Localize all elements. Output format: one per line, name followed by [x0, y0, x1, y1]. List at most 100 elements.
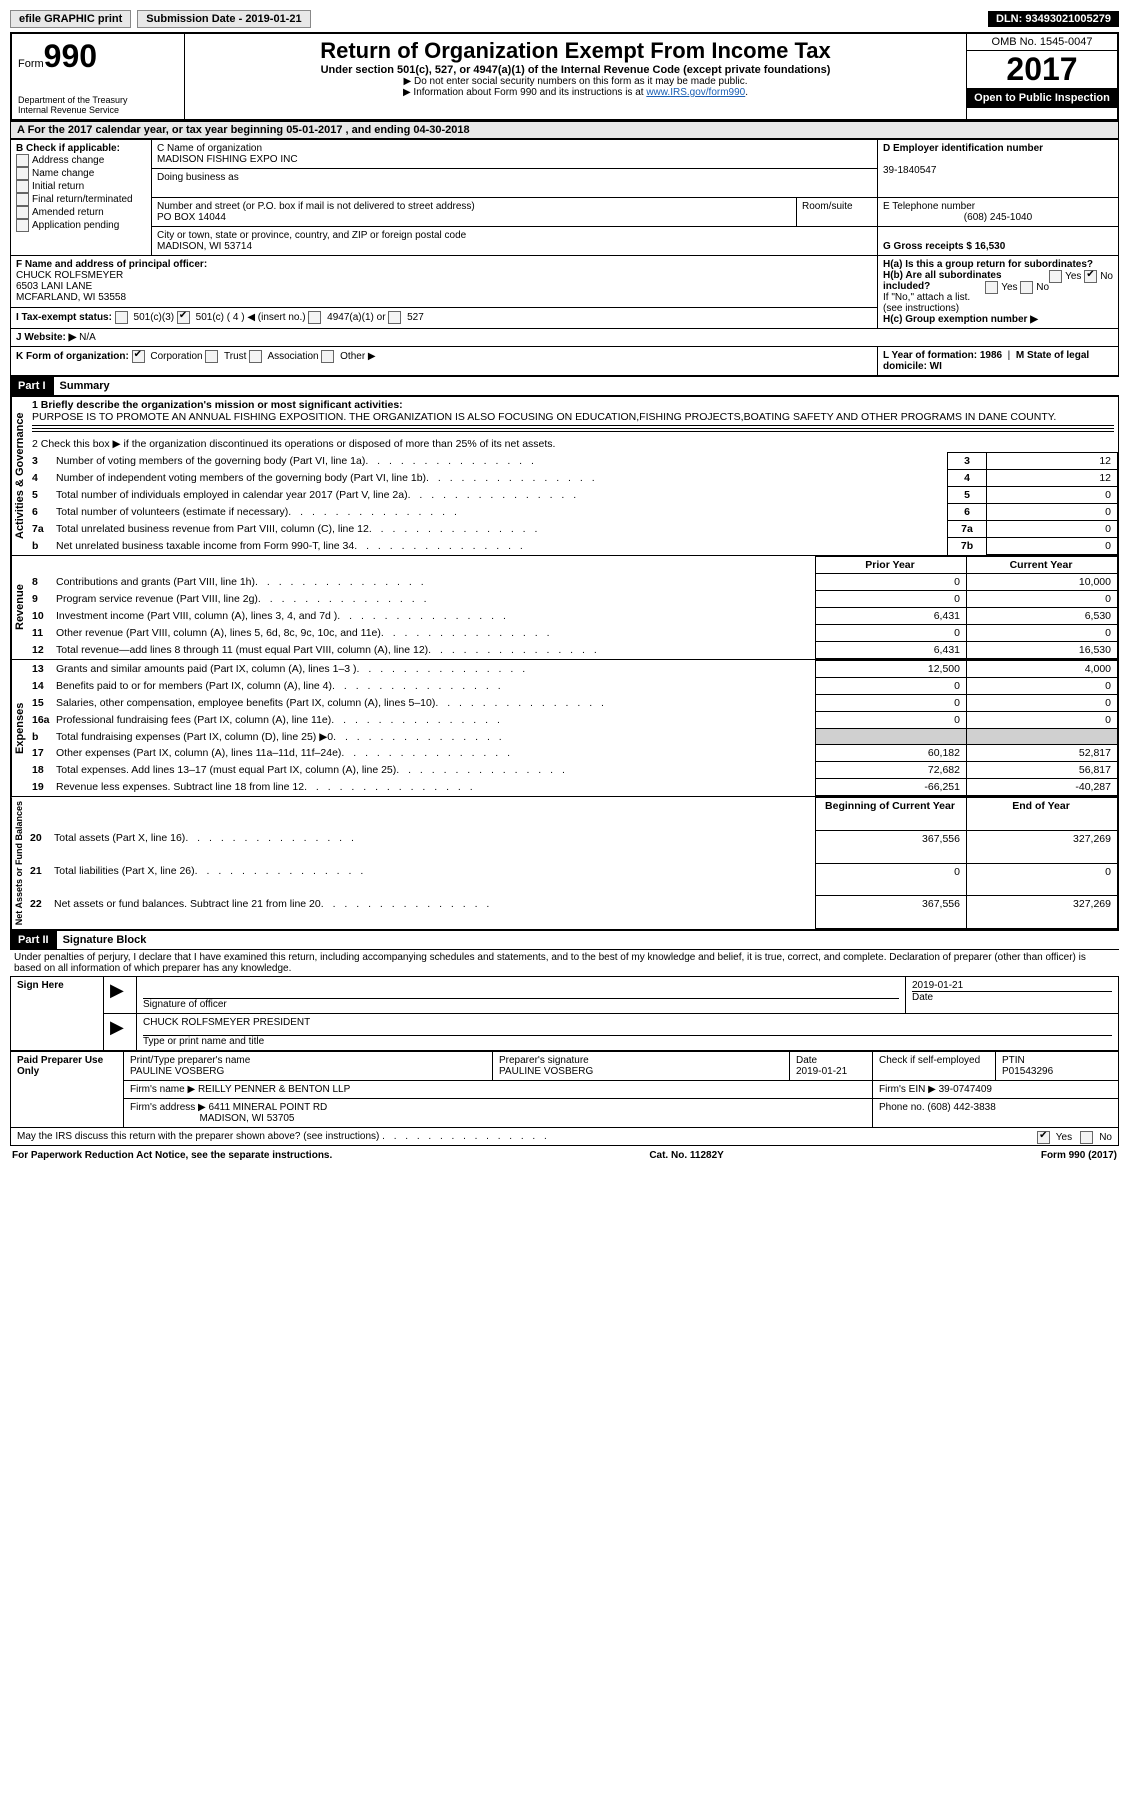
summary-row: 17Other expenses (Part IX, column (A), l… [28, 745, 1118, 762]
checkbox-assoc[interactable] [249, 350, 262, 363]
label-amended: Amended return [32, 207, 104, 218]
efile-print-button[interactable]: efile GRAPHIC print [10, 10, 131, 28]
col-end: End of Year [967, 798, 1118, 831]
form-title: Return of Organization Exempt From Incom… [191, 38, 960, 64]
checkbox-501c[interactable] [177, 311, 190, 324]
summary-row: 14Benefits paid to or for members (Part … [28, 678, 1118, 695]
sign-here-label: Sign Here [11, 977, 104, 1051]
entity-block: B Check if applicable: Address change Na… [10, 139, 1119, 376]
form-note1: ▶ Do not enter social security numbers o… [191, 76, 960, 87]
checkbox-initial-return[interactable] [16, 180, 29, 193]
website-label: J Website: ▶ [16, 332, 76, 343]
firm-phone: (608) 442-3838 [927, 1102, 995, 1113]
line2: 2 Check this box ▶ if the organization d… [28, 436, 1118, 453]
irs-label: Internal Revenue Service [18, 105, 178, 115]
sig-officer-label: Signature of officer [143, 999, 227, 1010]
firm-ein: 39-0747409 [939, 1084, 992, 1095]
firm-city: MADISON, WI 53705 [199, 1113, 294, 1124]
irs-link[interactable]: www.IRS.gov/form990 [646, 87, 745, 98]
col-current: Current Year [967, 557, 1118, 574]
part2-title: Signature Block [57, 934, 147, 946]
summary-row: 13Grants and similar amounts paid (Part … [28, 661, 1118, 678]
submission-date-button[interactable]: Submission Date - 2019-01-21 [137, 10, 310, 28]
label-final-return: Final return/terminated [32, 194, 133, 205]
checkbox-trust[interactable] [205, 350, 218, 363]
checkbox-corp[interactable] [132, 350, 145, 363]
org-name-label: C Name of organization [157, 143, 262, 154]
checkbox-name-change[interactable] [16, 167, 29, 180]
dept-label: Department of the Treasury [18, 95, 178, 105]
summary-row: 11Other revenue (Part VIII, column (A), … [28, 625, 1118, 642]
vlabel-expenses: Expenses [11, 660, 28, 796]
city-label: City or town, state or province, country… [157, 230, 466, 241]
sig-date-val: 2019-01-21 [912, 980, 963, 991]
prep-sig-label: Preparer's signature [499, 1055, 589, 1066]
form-org-label: K Form of organization: [16, 351, 129, 362]
part1-header: Part I [10, 377, 54, 395]
summary-row: 6Total number of volunteers (estimate if… [28, 504, 1118, 521]
ptin-label: PTIN [1002, 1055, 1025, 1066]
summary-row: 8Contributions and grants (Part VIII, li… [28, 574, 1118, 591]
prep-name: PAULINE VOSBERG [130, 1066, 224, 1077]
firm-addr: 6411 MINERAL POINT RD [209, 1102, 328, 1113]
footer-center: Cat. No. 11282Y [649, 1150, 723, 1161]
footer-left: For Paperwork Reduction Act Notice, see … [12, 1150, 332, 1161]
sig-date-label: Date [912, 991, 1112, 1003]
checkbox-amended[interactable] [16, 206, 29, 219]
room-label: Room/suite [802, 201, 853, 212]
ein-label: D Employer identification number [883, 143, 1043, 154]
city-value: MADISON, WI 53714 [157, 241, 252, 252]
line1-text: PURPOSE IS TO PROMOTE AN ANNUAL FISHING … [32, 411, 1056, 423]
part2-header: Part II [10, 931, 57, 949]
col-prior: Prior Year [816, 557, 967, 574]
form-number: 990 [44, 38, 97, 74]
checkbox-ha-yes[interactable] [1049, 270, 1062, 283]
checkbox-501c3[interactable] [115, 311, 128, 324]
footer-right: Form 990 (2017) [1041, 1150, 1117, 1161]
checkbox-4947[interactable] [308, 311, 321, 324]
prep-name-label: Print/Type preparer's name [130, 1055, 250, 1066]
checkbox-discuss-no[interactable] [1080, 1131, 1093, 1144]
dba-label: Doing business as [157, 172, 239, 183]
dln-label: DLN: 93493021005279 [988, 11, 1119, 27]
firm-name: REILLY PENNER & BENTON LLP [198, 1084, 350, 1095]
summary-row: 21Total liabilities (Part X, line 26)00 [26, 863, 1118, 896]
phone-value: (608) 245-1040 [883, 212, 1113, 223]
firm-phone-label: Phone no. [879, 1102, 925, 1113]
checkbox-discuss-yes[interactable] [1037, 1131, 1050, 1144]
checkbox-hb-no[interactable] [1020, 281, 1033, 294]
tax-status-label: I Tax-exempt status: [16, 313, 112, 324]
form-note2: ▶ Information about Form 990 and its ins… [191, 87, 960, 98]
summary-row: 7aTotal unrelated business revenue from … [28, 521, 1118, 538]
summary-row: 16aProfessional fundraising fees (Part I… [28, 712, 1118, 729]
label-initial-return: Initial return [32, 181, 84, 192]
summary-row: 4Number of independent voting members of… [28, 470, 1118, 487]
firm-addr-label: Firm's address ▶ [130, 1102, 206, 1113]
summary-row: 20Total assets (Part X, line 16)367,5563… [26, 830, 1118, 863]
tax-year: 2017 [967, 51, 1117, 88]
firm-ein-label: Firm's EIN ▶ [879, 1084, 936, 1095]
label-address-change: Address change [32, 155, 104, 166]
top-bar: efile GRAPHIC print Submission Date - 20… [10, 10, 1119, 28]
col-begin: Beginning of Current Year [816, 798, 967, 831]
summary-row: 22Net assets or fund balances. Subtract … [26, 896, 1118, 929]
checkbox-final-return[interactable] [16, 193, 29, 206]
signature-table: Sign Here ▶ Signature of officer 2019-01… [10, 976, 1119, 1051]
checkbox-ha-no[interactable] [1084, 270, 1097, 283]
checkbox-other[interactable] [321, 350, 334, 363]
line1-label: 1 Briefly describe the organization's mi… [32, 399, 403, 411]
checkbox-527[interactable] [388, 311, 401, 324]
checkbox-hb-yes[interactable] [985, 281, 998, 294]
discuss-label: May the IRS discuss this return with the… [17, 1131, 379, 1142]
paid-preparer-label: Paid Preparer Use Only [11, 1052, 124, 1128]
checkbox-pending[interactable] [16, 219, 29, 232]
checkbox-address-change[interactable] [16, 154, 29, 167]
summary-row: 18Total expenses. Add lines 13–17 (must … [28, 762, 1118, 779]
label-name-change: Name change [32, 168, 94, 179]
summary-row: 19Revenue less expenses. Subtract line 1… [28, 779, 1118, 796]
phone-label: E Telephone number [883, 201, 975, 212]
summary-row: 3Number of voting members of the governi… [28, 453, 1118, 470]
street-value: PO BOX 14044 [157, 212, 226, 223]
declaration-text: Under penalties of perjury, I declare th… [10, 950, 1119, 976]
omb-label: OMB No. 1545-0047 [967, 34, 1117, 51]
